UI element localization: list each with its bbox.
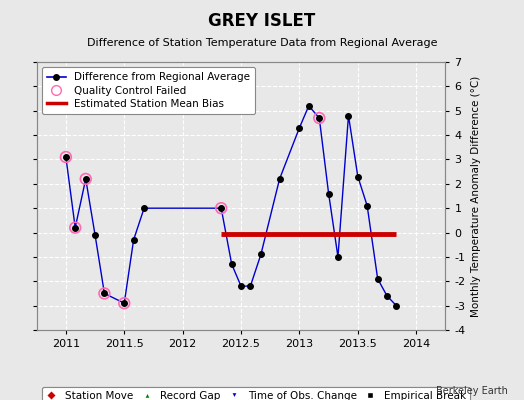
Point [82,176,90,182]
Point [315,115,323,121]
Legend: Station Move, Record Gap, Time of Obs. Change, Empirical Break: Station Move, Record Gap, Time of Obs. C… [42,387,470,400]
Text: Berkeley Earth: Berkeley Earth [436,386,508,396]
Point [62,154,70,160]
Point [100,290,108,297]
Point [71,224,80,231]
Y-axis label: Monthly Temperature Anomaly Difference (°C): Monthly Temperature Anomaly Difference (… [471,75,481,317]
Point [120,300,128,306]
Text: GREY ISLET: GREY ISLET [209,12,315,30]
Point [217,205,225,211]
Text: Difference of Station Temperature Data from Regional Average: Difference of Station Temperature Data f… [87,38,437,48]
